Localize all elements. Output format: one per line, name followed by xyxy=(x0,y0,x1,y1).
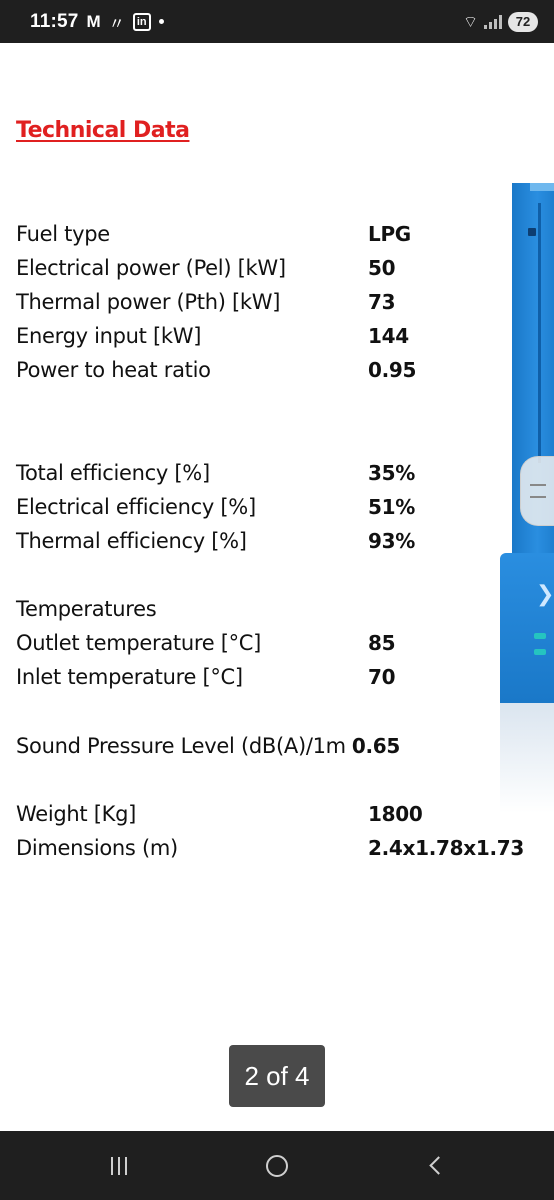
cabinet-top xyxy=(530,183,554,191)
recent-apps-icon xyxy=(111,1156,127,1175)
page-indicator: 2 of 4 xyxy=(229,1045,325,1107)
status-time: 11:57 xyxy=(30,10,79,32)
status-right: ⌔ 72 xyxy=(462,11,538,32)
cabinet-bolt xyxy=(528,228,536,236)
spec-row: Outlet temperature [°C] 85 xyxy=(16,626,536,660)
section-title: Technical Data xyxy=(16,118,190,143)
back-icon xyxy=(428,1156,448,1175)
spec-value: 70 xyxy=(368,665,396,689)
navigation-bar xyxy=(0,1131,554,1200)
cabinet-lower xyxy=(500,553,554,703)
spec-row: Inlet temperature [°C] 70 xyxy=(16,660,536,694)
gmail-icon: M xyxy=(86,11,101,31)
spec-row: Thermal efficiency [%] 93% xyxy=(16,524,536,558)
spec-row: Weight [Kg] 1800 xyxy=(16,797,536,831)
spec-value: 73 xyxy=(368,290,396,314)
recent-apps-button[interactable] xyxy=(89,1141,149,1191)
battery-icon: 72 xyxy=(508,11,538,32)
grip-icon xyxy=(529,484,546,498)
spec-label: Electrical efficiency [%] xyxy=(16,495,256,519)
spec-label: Sound Pressure Level (dB(A)/1m xyxy=(16,734,346,758)
home-icon xyxy=(266,1154,288,1177)
status-bar: 11:57 M 〃 in ⌔ 72 xyxy=(0,0,554,43)
spec-value: LPG xyxy=(368,222,411,246)
spec-label: Weight [Kg] xyxy=(16,802,137,826)
home-button[interactable] xyxy=(247,1141,307,1191)
temperatures-heading: Temperatures xyxy=(16,597,157,621)
spec-label: Outlet temperature [°C] xyxy=(16,631,262,655)
spec-value: 2.4x1.78x1.73 xyxy=(368,836,525,860)
spec-label: Inlet temperature [°C] xyxy=(16,665,243,689)
spec-value: 144 xyxy=(368,324,409,348)
spec-label: Electrical power (Pel) [kW] xyxy=(16,256,286,280)
spec-value: 51% xyxy=(368,495,415,519)
spec-row: Thermal power (Pth) [kW] 73 xyxy=(16,285,536,319)
back-button[interactable] xyxy=(405,1141,465,1191)
spec-value: 1800 xyxy=(368,802,423,826)
spec-value: 0.65 xyxy=(351,734,400,758)
document-page[interactable]: Technical Data Fuel type LPG Electrical … xyxy=(0,43,554,1131)
spec-row: Sound Pressure Level (dB(A)/1m 0.65 xyxy=(16,729,536,763)
spec-value: 0.95 xyxy=(368,358,417,382)
spec-label: Thermal power (Pth) [kW] xyxy=(16,290,281,314)
temperatures-heading-row: Temperatures xyxy=(16,592,536,626)
status-left: 11:57 M 〃 in xyxy=(30,10,164,34)
spec-label: Power to heat ratio xyxy=(16,358,211,382)
missed-call-icon: 〃 xyxy=(108,15,125,33)
indicator-light xyxy=(534,633,546,639)
spec-row: Power to heat ratio 0.95 xyxy=(16,353,536,387)
spec-label: Energy input [kW] xyxy=(16,324,202,348)
spec-row: Electrical efficiency [%] 51% xyxy=(16,490,536,524)
scroll-handle[interactable] xyxy=(520,456,554,526)
floor-reflection xyxy=(500,703,554,813)
spec-value: 35% xyxy=(368,461,415,485)
spec-row: Fuel type LPG xyxy=(16,217,536,251)
spec-label: Thermal efficiency [%] xyxy=(16,529,247,553)
spec-value: 85 xyxy=(368,631,396,655)
spec-value: 50 xyxy=(368,256,396,280)
spec-label: Total efficiency [%] xyxy=(16,461,210,485)
notification-dot-icon xyxy=(158,19,164,24)
spec-value: 93% xyxy=(368,529,415,553)
signal-icon xyxy=(484,14,502,29)
product-image: ❯ xyxy=(500,183,554,813)
spec-row: Energy input [kW] 144 xyxy=(16,319,536,353)
indicator-light xyxy=(534,649,546,655)
spec-label: Fuel type xyxy=(16,222,110,246)
cabinet-groove xyxy=(538,203,541,463)
spec-label: Dimensions (m) xyxy=(16,836,178,860)
spec-row: Dimensions (m) 2.4x1.78x1.73 xyxy=(16,831,536,865)
spec-row: Electrical power (Pel) [kW] 50 xyxy=(16,251,536,285)
linkedin-icon: in xyxy=(132,12,151,31)
wifi-icon: ⌔ xyxy=(462,13,478,31)
spec-row: Total efficiency [%] 35% xyxy=(16,456,536,490)
fan-icon: ❯ xyxy=(536,581,554,606)
